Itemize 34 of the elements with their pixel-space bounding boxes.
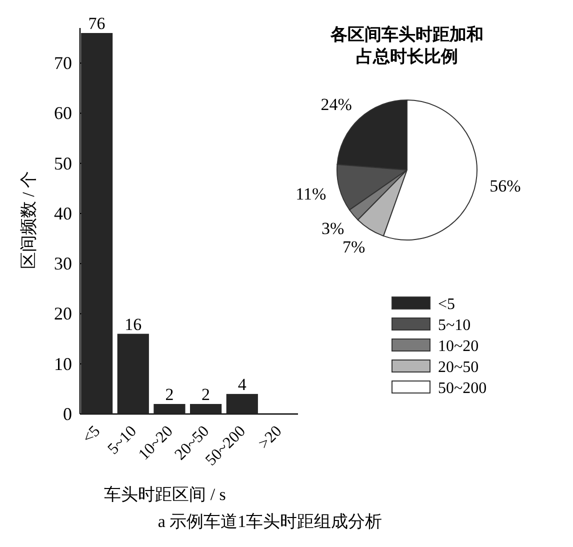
legend-label: 20~50 — [438, 359, 479, 376]
y-axis-title: 区间频数 / 个 — [19, 170, 38, 270]
text: a 示例车道1车头时距组成分析 — [158, 512, 382, 531]
bar — [117, 334, 149, 414]
y-tick-label: 70 — [54, 53, 72, 74]
bar — [81, 33, 113, 414]
y-tick-label: 50 — [54, 153, 72, 174]
y-tick-label: 60 — [54, 103, 72, 124]
bar — [154, 404, 186, 414]
y-tick-label: 20 — [54, 304, 72, 324]
data-label: 3% — [321, 218, 344, 238]
data-label: 24% — [320, 94, 352, 114]
x-axis-title: 车头时距区间 / s — [104, 485, 226, 504]
data-label: 76 — [88, 14, 106, 34]
legend-label: <5 — [438, 296, 456, 313]
y-tick-label: 0 — [63, 404, 72, 424]
legend-label: 10~20 — [438, 338, 479, 355]
legend-label: 5~10 — [438, 317, 471, 334]
data-label: 16 — [124, 314, 142, 334]
x-tick-label: >20 — [256, 422, 286, 453]
y-tick-label: 10 — [54, 354, 72, 374]
data-label: 2 — [202, 384, 210, 404]
legend-label: 50~200 — [438, 380, 487, 397]
data-label: 4 — [238, 374, 247, 394]
bar — [190, 404, 222, 414]
x-tick-label: <5 — [80, 422, 104, 447]
data-label: 2 — [165, 384, 174, 404]
data-label: 11% — [296, 184, 326, 204]
data-label: 7% — [342, 237, 366, 256]
data-label: 56% — [490, 176, 521, 196]
chart-title: 各区间车头时距加和占总时长比例 — [329, 24, 484, 68]
bar — [226, 394, 258, 414]
y-tick-label: 40 — [54, 203, 72, 224]
y-tick-label: 30 — [54, 254, 72, 274]
